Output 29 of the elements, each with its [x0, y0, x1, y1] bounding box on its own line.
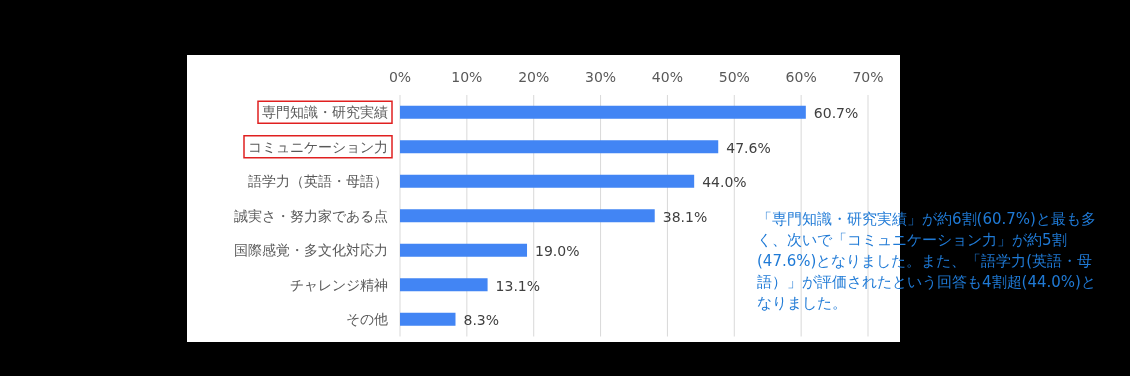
data-label: 60.7% [813, 105, 859, 122]
bar [400, 105, 806, 119]
y-tick-label: その他 [346, 311, 388, 328]
x-tick-label: 40% [651, 69, 683, 85]
data-label: 47.6% [726, 139, 771, 156]
x-tick-label: 50% [718, 69, 750, 85]
x-tick-label: 20% [518, 69, 550, 85]
data-label: 44.0% [702, 174, 747, 191]
data-label: 8.3% [463, 312, 500, 329]
data-label: 13.1% [495, 277, 541, 294]
y-tick-label: 語学力（英語・母語） [248, 173, 388, 190]
bar [400, 209, 655, 223]
x-tick-label: 30% [585, 69, 617, 85]
x-tick-label: 0% [388, 69, 412, 85]
bar [400, 174, 695, 188]
data-label: 38.1% [662, 208, 708, 225]
bar [400, 243, 528, 257]
y-tick-label: コミュニケーション力 [248, 138, 388, 155]
y-tick-label: 国際感覚・多文化対応力 [234, 242, 388, 259]
y-tick-label: チャレンジ精神 [290, 276, 388, 293]
x-tick-label: 70% [852, 69, 884, 85]
x-tick-label: 60% [785, 69, 817, 85]
x-tick-label: 10% [451, 69, 483, 85]
y-tick-label: 専門知識・研究実績 [262, 104, 388, 121]
y-tick-label: 誠実さ・努力家である点 [234, 207, 388, 224]
bar [400, 278, 488, 292]
data-label: 19.0% [535, 243, 580, 260]
bar [400, 312, 456, 326]
bar [400, 140, 719, 154]
